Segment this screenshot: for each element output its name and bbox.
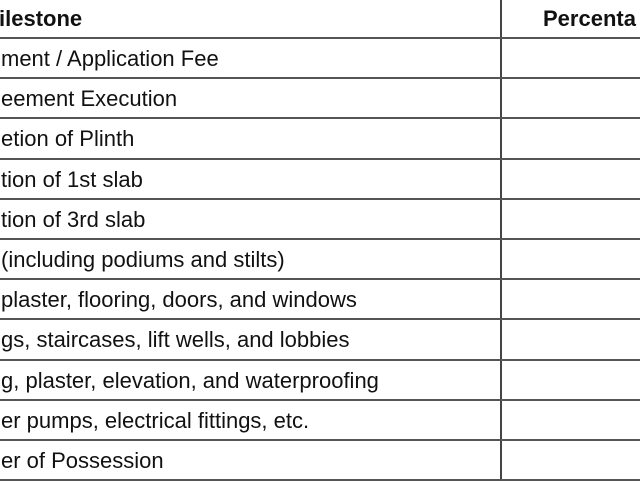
table-cell-percentage: [503, 119, 640, 157]
row-divider: [0, 238, 640, 240]
row-divider: [0, 439, 640, 441]
table-row-milestone: g, plaster, elevation, and waterproofing: [1, 367, 379, 393]
table-row-milestone: gs, staircases, lift wells, and lobbies: [1, 327, 350, 353]
table-row-milestone: (including podiums and stilts): [1, 247, 285, 272]
table-cell-percentage: [503, 361, 640, 399]
table-cell-percentage: [503, 200, 640, 238]
table-row-milestone: plaster, flooring, doors, and windows: [1, 287, 357, 313]
header-milestone: ilestone: [0, 6, 83, 31]
table-cell-percentage: [503, 441, 640, 479]
header-percentage: Percenta: [543, 6, 636, 31]
row-divider: [0, 359, 640, 361]
table-row-milestone: etion of Plinth: [1, 126, 135, 152]
table-row-milestone: er of Possession: [1, 448, 164, 473]
table-cell-percentage: [503, 401, 640, 439]
row-divider: [0, 77, 640, 79]
row-divider: [0, 158, 640, 160]
row-divider: [0, 37, 640, 39]
table-cell-percentage: [503, 39, 640, 77]
column-divider: [500, 0, 502, 480]
table-cell-percentage: [503, 160, 640, 198]
table-cell-percentage: [503, 240, 640, 278]
table-cell-percentage: [503, 280, 640, 318]
row-divider: [0, 278, 640, 280]
table-cell-percentage: [503, 79, 640, 117]
row-divider: [0, 318, 640, 320]
table-row-milestone: ment / Application Fee: [1, 46, 219, 71]
table-row-milestone: tion of 1st slab: [1, 166, 143, 192]
row-divider: [0, 198, 640, 200]
table-row-milestone: tion of 3rd slab: [1, 206, 146, 232]
table-row-milestone: er pumps, electrical fittings, etc.: [1, 407, 310, 433]
row-divider: [0, 399, 640, 401]
table-row-milestone: eement Execution: [1, 86, 178, 112]
table-cell-percentage: [503, 320, 640, 358]
row-divider: [0, 117, 640, 119]
